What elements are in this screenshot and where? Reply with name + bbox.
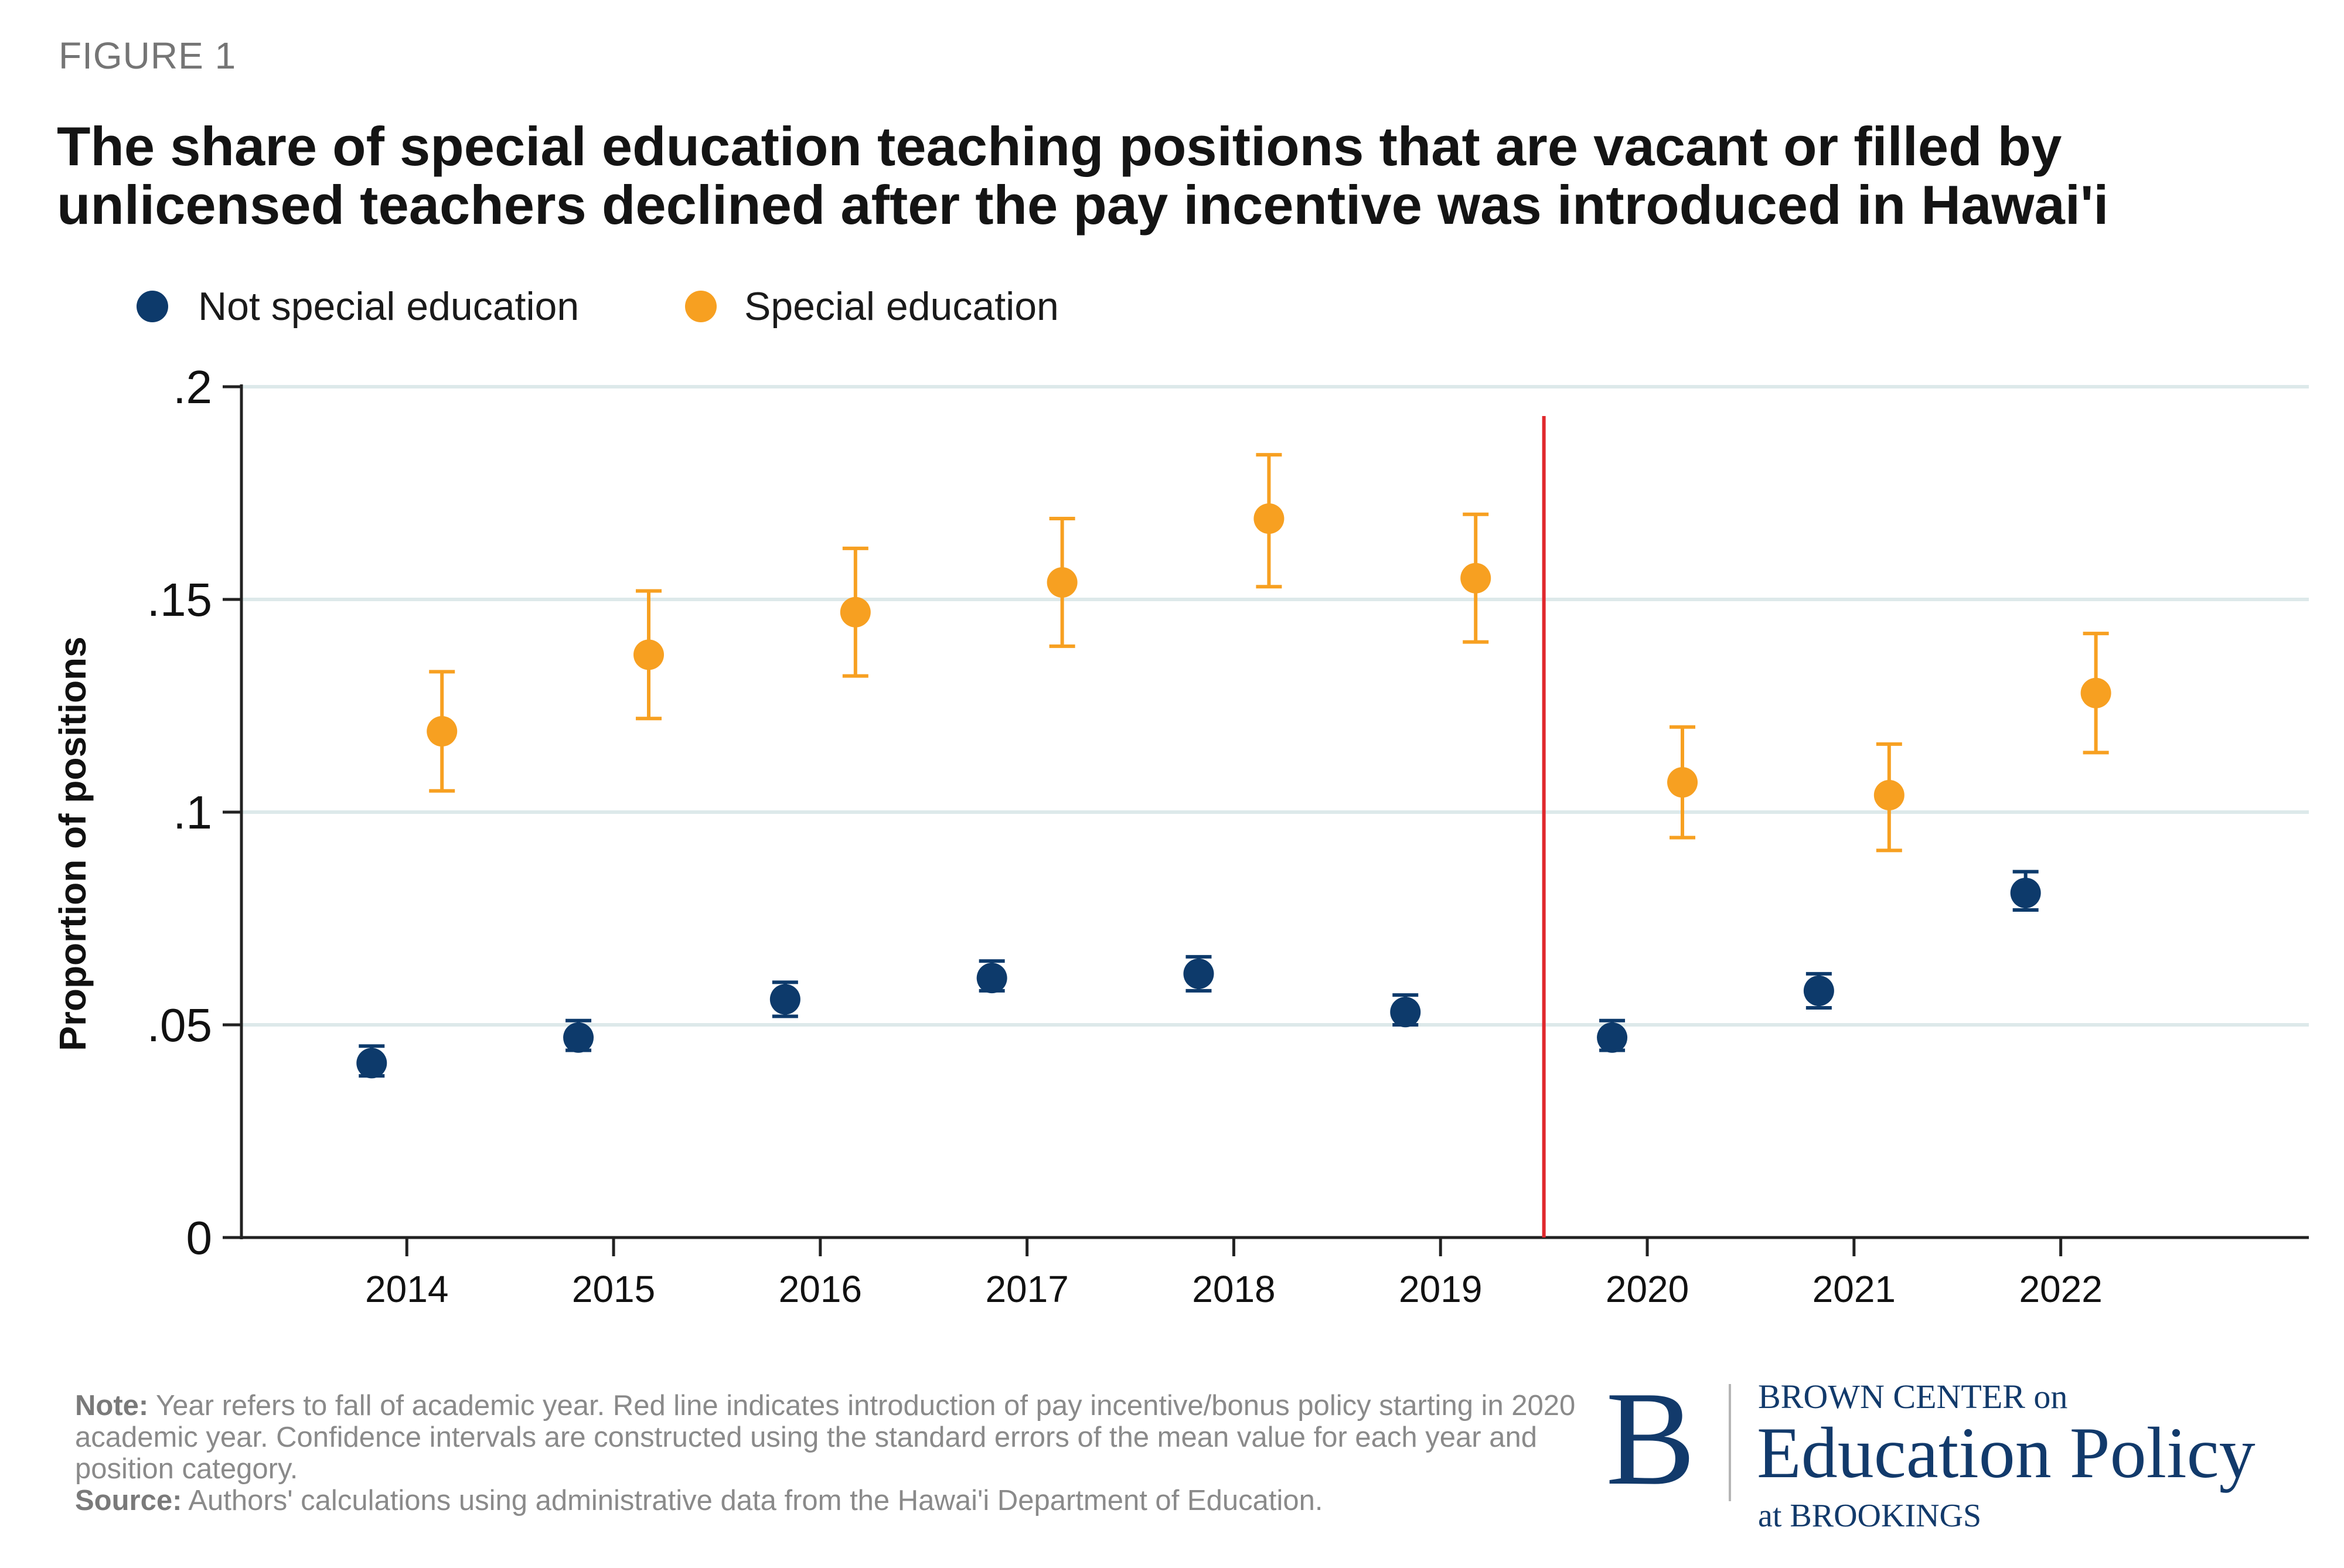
x-tick-label: 2015 — [572, 1268, 655, 1310]
logo-letter: B — [1606, 1364, 1696, 1513]
logo-divider — [1729, 1384, 1731, 1501]
point-not-special-education — [1183, 958, 1214, 989]
point-not-special-education — [2010, 877, 2041, 908]
y-tick-label: .2 — [173, 361, 212, 413]
chart-title: The share of special education teaching … — [57, 117, 2295, 234]
data-points — [356, 453, 2111, 1079]
point-not-special-education — [1597, 1022, 1628, 1053]
point-special-education — [1047, 567, 1078, 598]
point-special-education — [1253, 503, 1285, 534]
y-axis-label: Proportion of positions — [52, 636, 94, 1051]
point-special-education — [1460, 563, 1491, 594]
point-special-education — [633, 639, 665, 670]
legend-marker-special-education — [685, 291, 717, 322]
x-tick-label: 2022 — [2019, 1268, 2102, 1310]
y-tick-label: .05 — [147, 999, 212, 1051]
point-special-education — [1667, 767, 1698, 798]
chart-title-line-2: unlicensed teachers declined after the p… — [57, 174, 2109, 236]
y-tick-label: 0 — [186, 1212, 213, 1264]
x-tick-label: 2014 — [365, 1268, 448, 1310]
legend-label-not-special-education: Not special education — [198, 284, 579, 329]
note-label: Note: — [75, 1390, 149, 1422]
point-not-special-education — [356, 1048, 387, 1079]
point-not-special-education — [563, 1022, 594, 1053]
x-axis-ticks: 2014 2015 2016 2017 2018 2019 2020 2021 2022 — [365, 1238, 2103, 1310]
brookings-logo: B BROWN CENTER on Education Policy at BR… — [1606, 1371, 2309, 1547]
point-not-special-education — [976, 963, 1007, 994]
x-tick-label: 2016 — [779, 1268, 862, 1310]
note-text: Year refers to fall of academic year. Re… — [75, 1390, 1576, 1485]
point-special-education — [1873, 779, 1904, 810]
legend-label-special-education: Special education — [744, 284, 1059, 329]
y-tick-label: .15 — [147, 574, 212, 626]
legend-marker-not-special-education — [137, 291, 168, 322]
gridlines — [241, 385, 2309, 1027]
point-special-education — [427, 716, 458, 747]
point-special-education — [840, 596, 871, 628]
x-tick-label: 2021 — [1812, 1268, 1896, 1310]
point-not-special-education — [1390, 997, 1421, 1028]
point-special-education — [2080, 677, 2111, 708]
x-tick-label: 2020 — [1606, 1268, 1689, 1310]
x-tick-label: 2017 — [985, 1268, 1068, 1310]
legend: Not special education Special education — [137, 284, 1059, 329]
source-label: Source: — [75, 1485, 182, 1516]
point-not-special-education — [769, 984, 800, 1015]
chart-note: Note: Year refers to fall of academic ye… — [75, 1390, 1587, 1516]
chart: Not special education Special education … — [52, 284, 2309, 1310]
y-axis-ticks: 0 .05 .1 .15 .2 — [147, 361, 241, 1264]
chart-title-line-1: The share of special education teaching … — [57, 115, 2062, 177]
x-tick-label: 2019 — [1399, 1268, 1482, 1310]
logo-line-3: at BROOKINGS — [1758, 1498, 1982, 1534]
point-not-special-education — [1803, 975, 1834, 1006]
y-tick-label: .1 — [173, 786, 212, 838]
logo-line-1: BROWN CENTER on — [1758, 1378, 2068, 1416]
source-text: Authors' calculations using administrati… — [182, 1485, 1323, 1516]
x-tick-label: 2018 — [1192, 1268, 1275, 1310]
figure-label: FIGURE 1 — [59, 35, 237, 77]
logo-line-2: Education Policy — [1757, 1413, 2256, 1493]
